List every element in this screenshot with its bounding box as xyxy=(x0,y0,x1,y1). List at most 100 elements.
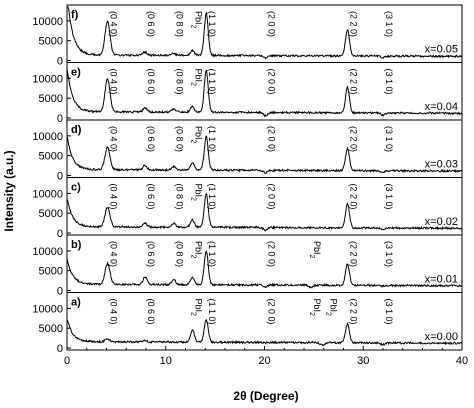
peak-annotation: (0 4 0) xyxy=(108,69,118,95)
peak-annotation: (2 0 0) xyxy=(266,126,276,152)
y-tick-label: 5000 xyxy=(39,36,63,48)
y-tick-label: 0 xyxy=(57,343,63,355)
peak-annotation: (0 8 0) xyxy=(175,241,185,267)
peak-annotation: PbI2 xyxy=(308,241,322,259)
composition-label: x=0.02 xyxy=(425,216,458,228)
x-axis-title: 2θ (Degree) xyxy=(233,389,298,403)
peak-annotation: (0 6 0) xyxy=(146,11,156,37)
panel-label: f) xyxy=(71,9,79,21)
peak-annotation: (3 1 0) xyxy=(384,299,394,325)
xrd-pattern-line xyxy=(66,250,463,289)
peak-annotation: (0 4 0) xyxy=(108,126,118,152)
y-tick-label: 5000 xyxy=(39,323,63,335)
peak-annotation: (0 4 0) xyxy=(108,184,118,210)
xrd-panel: 0 5000 10000 d) x=0.03 (0 4 0) (0 6 0) (0 8 0) P… xyxy=(32,119,463,183)
y-tick-label: 0 xyxy=(57,228,63,240)
y-tick-label: 5000 xyxy=(39,208,63,220)
peak-annotation: PbI2 xyxy=(190,69,204,87)
peak-annotation: (0 4 0) xyxy=(108,11,118,37)
xrd-pattern-line xyxy=(67,6,463,60)
y-tick-label: 10000 xyxy=(32,73,63,85)
x-tick-label: 0 xyxy=(64,355,70,367)
peak-annotation: (2 0 0) xyxy=(266,299,276,325)
peak-annotation: (2 0 0) xyxy=(266,11,276,37)
xrd-pattern-line xyxy=(66,135,463,174)
composition-label: x=0.03 xyxy=(425,159,458,171)
xrd-pattern-line xyxy=(66,192,463,232)
peak-annotation: (2 2 0) xyxy=(348,126,358,152)
peak-annotation: (1 1 0) xyxy=(207,241,217,267)
y-tick-label: 10000 xyxy=(32,131,63,143)
xrd-panel: 0 5000 10000 f) x=0.05 (0 4 0) (0 6 0) (0 8 0) P… xyxy=(32,4,463,68)
peak-annotation: PbI2 xyxy=(190,11,204,29)
peak-annotation: (1 1 0) xyxy=(207,126,217,152)
x-tick-label: 40 xyxy=(456,355,468,367)
xrd-panel: 0 5000 10000 c) x=0.02 (0 4 0) (0 6 0) (0 8 0) P… xyxy=(32,177,463,240)
peak-annotation: (2 0 0) xyxy=(266,184,276,210)
peak-annotation: (0 6 0) xyxy=(146,69,156,95)
panel-frame xyxy=(66,292,463,351)
panel-label: e) xyxy=(71,67,81,79)
panel-frame xyxy=(66,4,463,63)
peak-annotation: (2 2 0) xyxy=(348,69,358,95)
peak-annotation: PbI2 xyxy=(325,299,339,317)
peak-annotation: (0 8 0) xyxy=(175,11,185,37)
peak-annotation: (2 2 0) xyxy=(348,184,358,210)
y-tick-label: 10000 xyxy=(32,16,63,28)
peak-annotation: (0 8 0) xyxy=(175,69,185,95)
xrd-pattern-line xyxy=(66,68,463,118)
peak-annotation: (0 8 0) xyxy=(175,126,185,152)
peak-annotation: (3 1 0) xyxy=(384,126,394,152)
peak-annotation: PbI2 xyxy=(308,299,322,317)
peak-annotation: PbI2 xyxy=(190,126,204,144)
panel-label: b) xyxy=(71,239,82,251)
peak-annotation: (1 1 0) xyxy=(207,11,217,37)
peak-annotation: (1 1 0) xyxy=(207,299,217,325)
peak-annotation: (2 2 0) xyxy=(348,241,358,267)
x-tick-label: 10 xyxy=(160,355,172,367)
y-tick-label: 10000 xyxy=(32,246,63,258)
peak-annotation: (0 4 0) xyxy=(108,299,118,325)
peak-annotation: PbI2 xyxy=(190,241,204,259)
panel-label: d) xyxy=(71,124,82,136)
peak-annotation: (0 6 0) xyxy=(146,299,156,325)
x-tick-label: 20 xyxy=(258,355,270,367)
panel-label: a) xyxy=(71,297,81,309)
peak-annotation: PbI2 xyxy=(190,299,204,317)
peak-annotation: (0 6 0) xyxy=(146,126,156,152)
y-tick-label: 5000 xyxy=(39,266,63,278)
y-tick-label: 5000 xyxy=(39,93,63,105)
peak-annotation: (2 0 0) xyxy=(266,69,276,95)
composition-label: x=0.00 xyxy=(425,331,458,343)
xrd-panel: 0 5000 10000 e) x=0.04 (0 4 0) (0 6 0) (0 8 0) P… xyxy=(32,62,463,125)
y-tick-label: 5000 xyxy=(39,151,63,163)
peak-annotation: (2 2 0) xyxy=(348,299,358,325)
panel-frame xyxy=(66,177,463,236)
peak-annotation: (3 1 0) xyxy=(384,69,394,95)
peak-annotation: (3 1 0) xyxy=(384,11,394,37)
peak-annotation: (1 1 0) xyxy=(207,69,217,95)
x-axis: 0 10 20 30 40 xyxy=(64,346,468,367)
panel-label: c) xyxy=(71,182,81,194)
composition-label: x=0.01 xyxy=(425,274,458,286)
y-axis-title: Intensity (a.u.) xyxy=(2,150,16,231)
xrd-pattern-line xyxy=(66,318,463,347)
xrd-panel: 0 5000 10000 b) x=0.01 (0 4 0) (0 6 0) (0 8 0) P… xyxy=(32,234,463,298)
composition-label: x=0.04 xyxy=(425,101,458,113)
peak-annotation: (3 1 0) xyxy=(384,184,394,210)
panels-layer: 0 5000 10000 f) x=0.05 (0 4 0) (0 6 0) (0 8 0) P… xyxy=(32,4,463,355)
y-tick-label: 10000 xyxy=(32,188,63,200)
peak-annotation: (2 0 0) xyxy=(266,241,276,267)
peak-annotation: (0 8 0) xyxy=(175,184,185,210)
peak-annotation: (2 2 0) xyxy=(348,11,358,37)
y-tick-label: 0 xyxy=(57,113,63,125)
peak-annotation: PbI2 xyxy=(190,184,204,202)
y-tick-label: 0 xyxy=(57,171,63,183)
composition-label: x=0.05 xyxy=(425,44,458,56)
peak-annotation: (3 1 0) xyxy=(384,241,394,267)
y-tick-label: 0 xyxy=(57,56,63,68)
peak-annotation: (0 6 0) xyxy=(146,184,156,210)
peak-annotation: (1 1 0) xyxy=(207,184,217,210)
